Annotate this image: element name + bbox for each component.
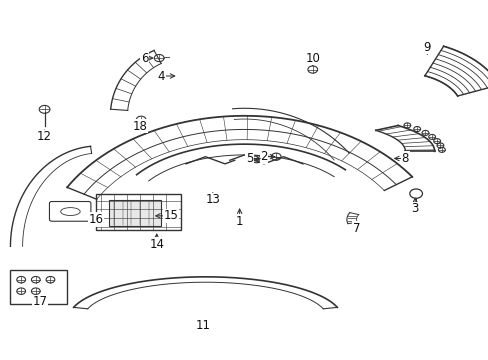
Text: 14: 14 <box>149 238 164 251</box>
Text: 9: 9 <box>423 41 430 54</box>
Text: 5: 5 <box>245 152 253 165</box>
Text: 2: 2 <box>260 150 267 163</box>
Text: 13: 13 <box>205 193 220 206</box>
Text: 11: 11 <box>195 319 210 332</box>
Text: 3: 3 <box>410 202 418 215</box>
Text: 16: 16 <box>88 213 103 226</box>
Text: 12: 12 <box>37 130 52 144</box>
Text: 4: 4 <box>158 69 165 82</box>
Text: 1: 1 <box>235 215 243 228</box>
Text: 8: 8 <box>401 152 408 165</box>
Text: 18: 18 <box>132 120 147 133</box>
Text: 17: 17 <box>32 296 47 309</box>
Text: 6: 6 <box>141 51 148 64</box>
Bar <box>96 194 181 230</box>
Text: 15: 15 <box>163 210 179 222</box>
FancyBboxPatch shape <box>109 200 160 226</box>
Text: 10: 10 <box>305 51 320 64</box>
Bar <box>10 270 66 304</box>
Text: 7: 7 <box>352 222 360 235</box>
